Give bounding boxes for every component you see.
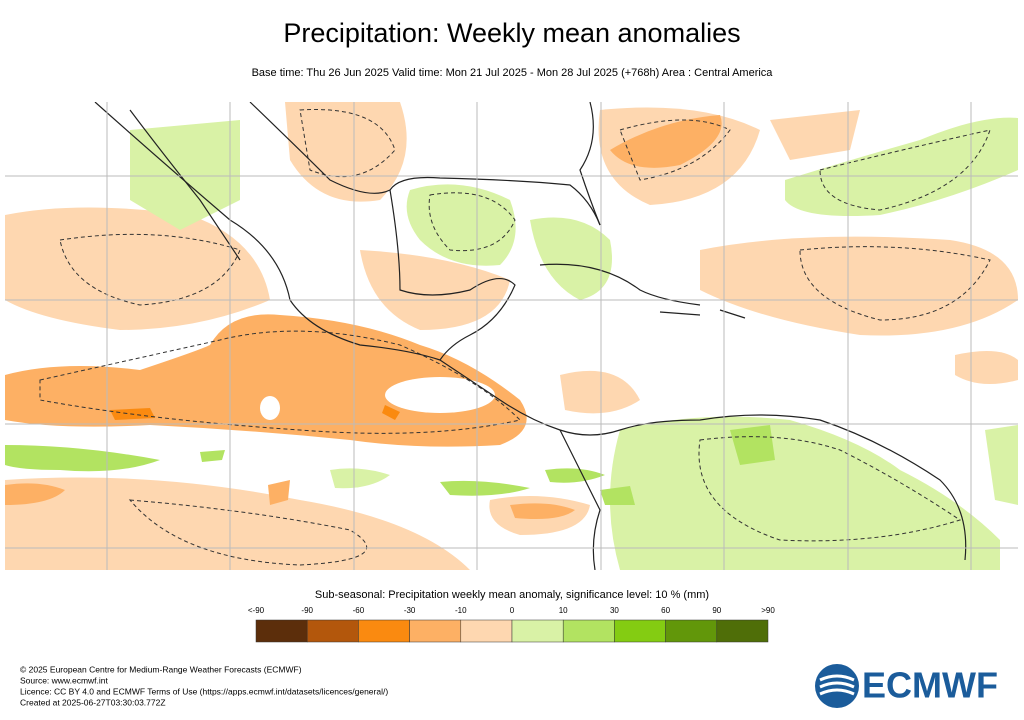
legend-label: -30 — [404, 606, 416, 615]
legend-label: -60 — [353, 606, 365, 615]
legend-label: 10 — [559, 606, 568, 615]
title: Precipitation: Weekly mean anomalies — [283, 18, 740, 48]
legend-swatch — [614, 619, 666, 643]
legend-swatch — [306, 619, 359, 643]
footer-line: Created at 2025-06-27T03:30:03.772Z — [20, 697, 166, 707]
legend-label: >90 — [761, 606, 775, 615]
map — [5, 102, 1018, 570]
legend-swatch — [562, 619, 615, 643]
legend-label: -10 — [455, 606, 467, 615]
legend-label: 90 — [712, 606, 721, 615]
legend-swatch — [409, 619, 462, 643]
logo-text: ECMWF — [862, 665, 998, 706]
legend-label: 60 — [661, 606, 670, 615]
legend: <-90 -90 -60 -30 -10 0 10 30 60 90 >90 — [248, 606, 775, 643]
legend-title: Sub-seasonal: Precipitation weekly mean … — [315, 589, 709, 601]
legend-label: 30 — [610, 606, 619, 615]
legend-swatch — [255, 619, 308, 643]
logo: ECMWF — [815, 664, 998, 708]
footer-line: Licence: CC BY 4.0 and ECMWF Terms of Us… — [20, 686, 388, 696]
legend-label: <-90 — [248, 606, 265, 615]
legend-swatch — [358, 619, 410, 643]
legend-swatch — [665, 619, 718, 643]
footer-line: Source: www.ecmwf.int — [20, 675, 108, 685]
footer: © 2025 European Centre for Medium-Range … — [20, 664, 388, 707]
legend-label: -90 — [301, 606, 313, 615]
footer-line: © 2025 European Centre for Medium-Range … — [20, 664, 302, 674]
legend-swatch — [511, 619, 564, 643]
legend-swatch — [460, 619, 513, 643]
subtitle: Base time: Thu 26 Jun 2025 Valid time: M… — [252, 67, 774, 79]
legend-swatch — [716, 619, 769, 643]
legend-label: 0 — [510, 606, 515, 615]
